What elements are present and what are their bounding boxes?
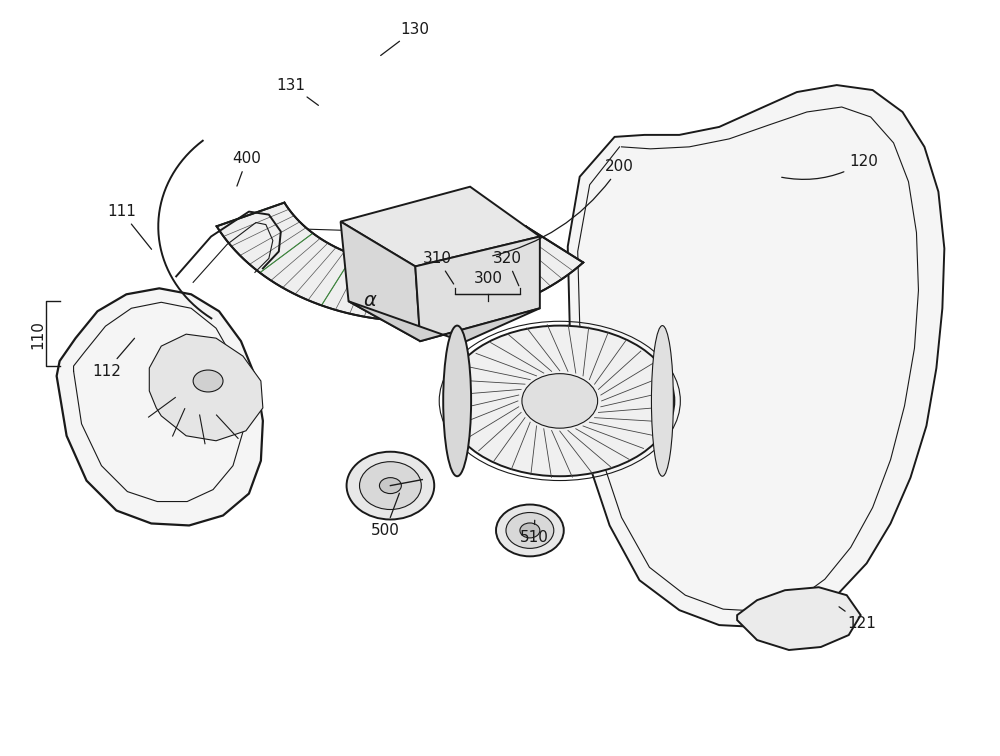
Ellipse shape bbox=[506, 513, 554, 548]
Text: 120: 120 bbox=[782, 154, 878, 179]
Text: 110: 110 bbox=[30, 320, 45, 349]
Text: 400: 400 bbox=[232, 151, 261, 186]
Text: 300: 300 bbox=[474, 271, 503, 286]
Text: 500: 500 bbox=[371, 493, 400, 538]
Ellipse shape bbox=[520, 523, 540, 538]
Text: 111: 111 bbox=[107, 204, 152, 249]
Text: $\alpha$: $\alpha$ bbox=[363, 293, 378, 310]
Text: 200: 200 bbox=[493, 160, 634, 256]
Polygon shape bbox=[415, 237, 540, 341]
Ellipse shape bbox=[445, 326, 674, 476]
Ellipse shape bbox=[522, 373, 598, 428]
Ellipse shape bbox=[193, 370, 223, 392]
Text: 130: 130 bbox=[381, 22, 430, 55]
Ellipse shape bbox=[347, 452, 434, 519]
Ellipse shape bbox=[651, 326, 673, 476]
Polygon shape bbox=[568, 85, 944, 627]
Ellipse shape bbox=[443, 326, 471, 476]
Polygon shape bbox=[349, 302, 540, 342]
Ellipse shape bbox=[360, 462, 421, 510]
Text: 112: 112 bbox=[92, 338, 135, 379]
Polygon shape bbox=[341, 222, 420, 341]
Text: 121: 121 bbox=[839, 607, 876, 631]
Text: 131: 131 bbox=[276, 78, 318, 105]
Text: 320: 320 bbox=[492, 251, 521, 286]
Polygon shape bbox=[57, 288, 263, 525]
Text: 310: 310 bbox=[423, 251, 454, 284]
Polygon shape bbox=[737, 587, 861, 650]
Text: 510: 510 bbox=[519, 520, 548, 545]
Ellipse shape bbox=[379, 478, 401, 494]
Polygon shape bbox=[149, 334, 263, 441]
Polygon shape bbox=[341, 187, 540, 266]
Polygon shape bbox=[217, 203, 583, 321]
Ellipse shape bbox=[496, 504, 564, 556]
